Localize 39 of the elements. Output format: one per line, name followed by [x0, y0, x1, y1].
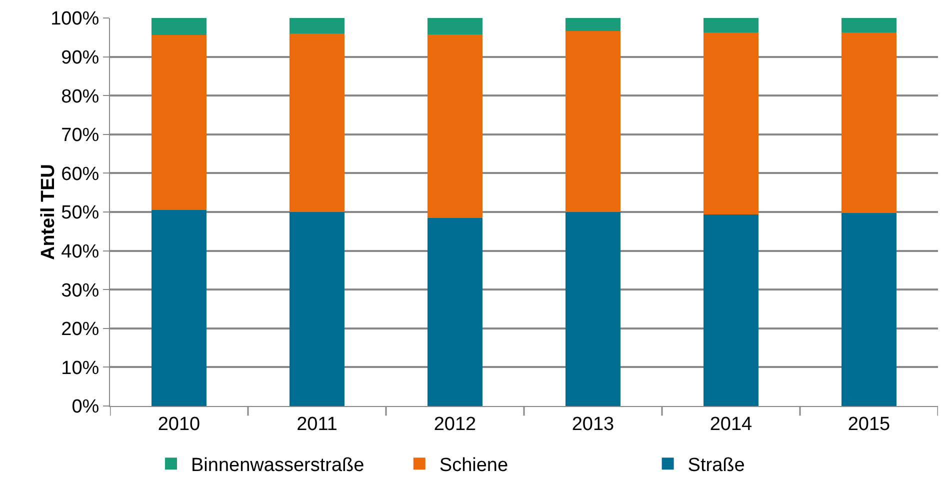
bar	[565, 31, 621, 212]
bar	[703, 214, 759, 406]
x-tick-label: 2011	[296, 414, 338, 435]
bar	[427, 18, 483, 35]
bar	[841, 213, 897, 406]
y-tick-label: 60%	[61, 164, 100, 185]
y-tick-label: 90%	[61, 47, 100, 68]
bar	[703, 18, 759, 33]
y-axis-title: Anteil TEU	[38, 164, 60, 260]
y-tick-label: 20%	[61, 319, 100, 340]
bar	[151, 210, 207, 406]
x-tick-label: 2013	[572, 414, 614, 435]
bar	[841, 32, 897, 214]
bar	[151, 18, 207, 36]
bar	[565, 212, 621, 406]
bar	[289, 18, 345, 34]
x-tick-label: 2014	[710, 414, 753, 435]
y-tick-label: 40%	[61, 241, 100, 262]
legend-label: Schiene	[439, 455, 508, 476]
bar	[427, 34, 483, 218]
y-tick-label: 0%	[72, 396, 100, 418]
y-tick-label: 80%	[61, 86, 100, 108]
bar	[151, 35, 207, 210]
bar	[289, 34, 345, 212]
y-tick-label: 70%	[61, 125, 100, 146]
y-tick-label: 30%	[61, 280, 100, 302]
bar	[427, 218, 483, 406]
y-tick-label: 100%	[50, 8, 100, 30]
x-tick-label: 2015	[848, 414, 890, 435]
x-tick-label: 2012	[434, 414, 476, 435]
bar	[841, 18, 897, 33]
bar	[289, 212, 345, 406]
y-tick-label: 50%	[61, 202, 100, 224]
legend-label: Straße	[688, 455, 745, 476]
y-tick-label: 10%	[61, 358, 100, 379]
bar	[565, 18, 621, 32]
legend-label: Binnenwasserstraße	[191, 455, 364, 476]
bar	[703, 32, 759, 215]
x-tick-label: 2010	[158, 414, 200, 435]
